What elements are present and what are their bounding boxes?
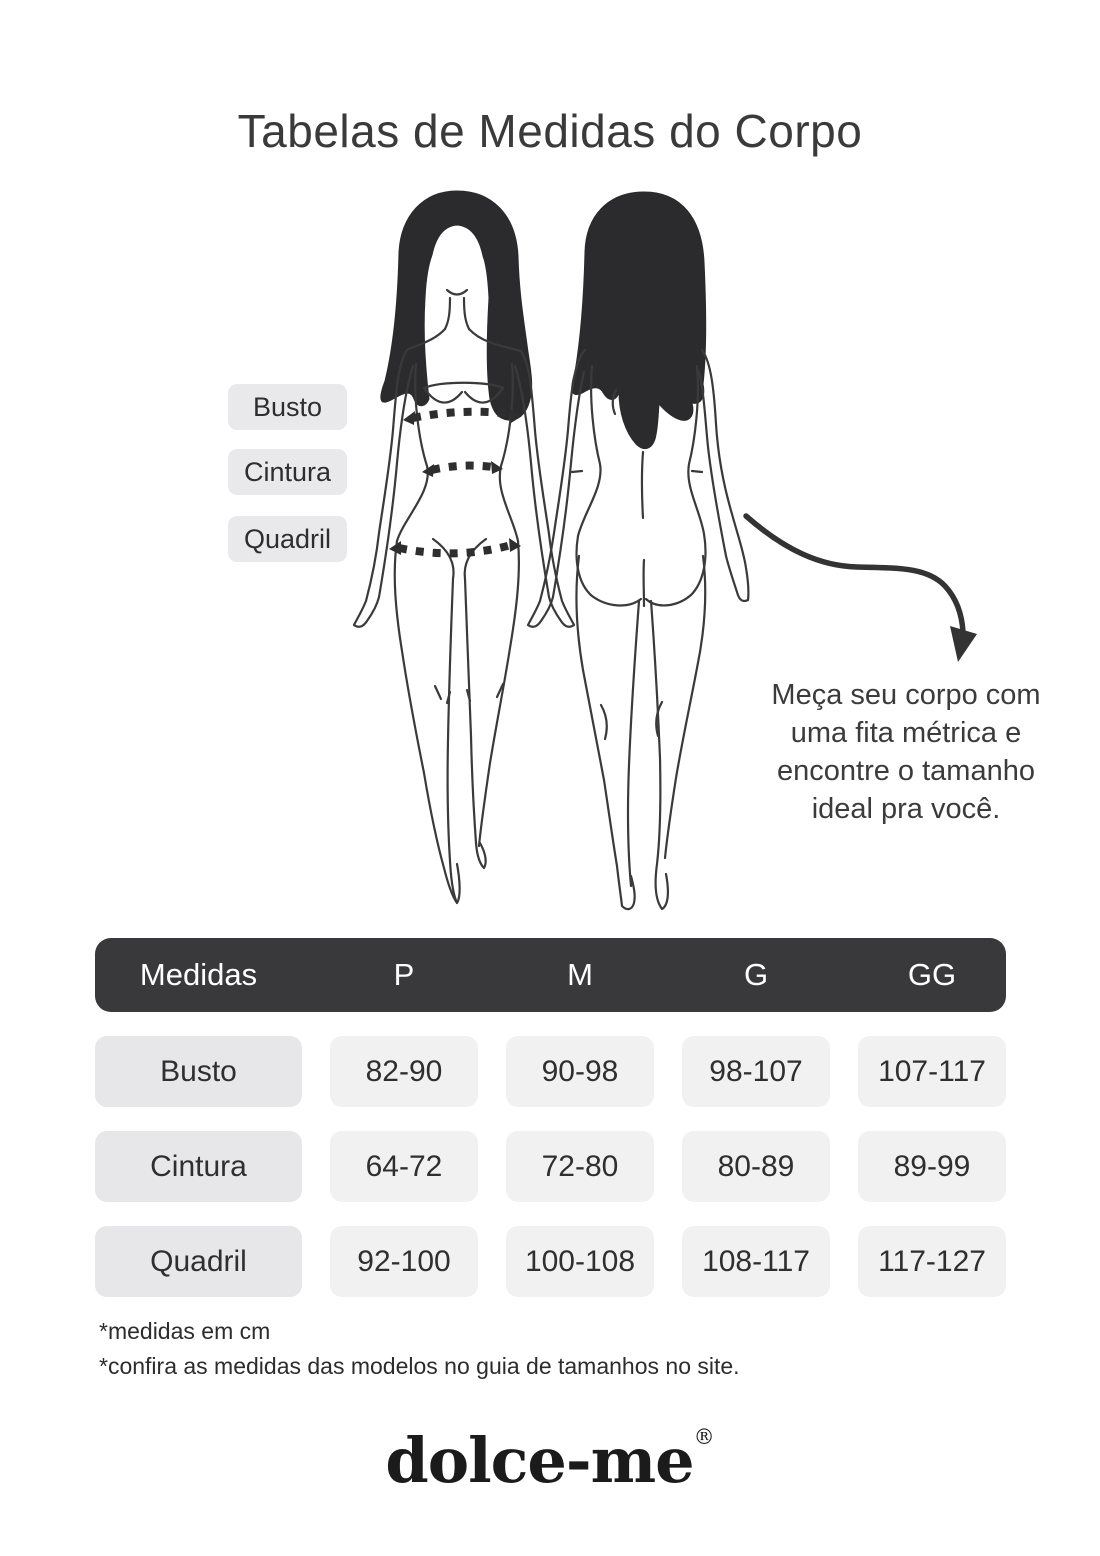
cell-cintura-p: 64-72 [330, 1131, 478, 1202]
front-right-leg [463, 539, 520, 870]
hip-measure-line [398, 541, 513, 558]
registered-trademark-icon: ® [693, 1425, 715, 1449]
footnote-models: *confira as medidas das modelos no guia … [99, 1353, 740, 1379]
size-table-header: Medidas P M G GG [95, 938, 1006, 1012]
front-neck [443, 296, 471, 331]
waist-measure-line [431, 461, 494, 474]
note-line: encontre o tamanho [777, 755, 1035, 787]
bust-measure-line [412, 407, 513, 422]
header-cell-m: M [567, 957, 593, 992]
cell-busto-p: 82-90 [330, 1036, 478, 1107]
front-hair [380, 190, 533, 421]
back-torso [576, 364, 706, 538]
front-left-leg [393, 539, 461, 905]
header-cell-g: G [743, 957, 769, 992]
cell-busto-m: 90-98 [506, 1036, 654, 1107]
brand-logo: dolce-me® [0, 1424, 1100, 1497]
cell-quadril-gg: 117-127 [858, 1226, 1006, 1297]
female-figure-back-illustration [526, 191, 750, 911]
cell-cintura-m: 72-80 [506, 1131, 654, 1202]
back-waist-marks [570, 469, 704, 474]
measure-tag-cintura: Cintura [228, 449, 347, 495]
front-left-arm [352, 327, 447, 628]
size-table: Medidas P M G GG Busto 82-90 90-98 98-10… [95, 938, 1006, 1297]
cell-busto-g: 98-107 [682, 1036, 830, 1107]
cell-cintura-g: 80-89 [682, 1131, 830, 1202]
curved-arrow-icon [743, 513, 977, 662]
table-row-busto: Busto 82-90 90-98 98-107 107-117 [95, 1036, 1006, 1107]
header-cell-p: P [393, 957, 415, 992]
front-right-arm [467, 327, 576, 628]
front-knee-marks [433, 682, 505, 705]
back-shoulder-blade [611, 388, 618, 416]
row-label-cintura: Cintura [95, 1131, 302, 1202]
front-torso [395, 362, 520, 543]
note-line: uma fita métrica e [790, 717, 1022, 749]
cell-quadril-p: 92-100 [330, 1226, 478, 1297]
note-line: ideal pra você. [811, 793, 1001, 825]
cell-quadril-g: 108-117 [682, 1226, 830, 1297]
row-label-busto: Busto [95, 1036, 302, 1107]
measurement-lines [398, 407, 513, 558]
back-calf-marks [599, 700, 664, 741]
row-label-quadril: Quadril [95, 1226, 302, 1297]
cell-quadril-m: 100-108 [506, 1226, 654, 1297]
measurement-line-arrowheads [389, 409, 522, 555]
brand-name: dolce-me [385, 1424, 694, 1497]
front-chin [445, 288, 469, 296]
note-line: Meça seu corpo com [771, 679, 1041, 711]
back-right-arm [697, 348, 750, 603]
female-figure-front-illustration [352, 190, 576, 905]
table-row-quadril: Quadril 92-100 100-108 108-117 117-127 [95, 1226, 1006, 1297]
back-right-leg [649, 554, 707, 911]
front-bust-lines [422, 381, 505, 404]
back-buttocks [575, 532, 707, 608]
measure-tag-busto: Busto [228, 384, 347, 430]
header-cell-medidas: Medidas [139, 957, 258, 992]
back-spine [640, 450, 645, 520]
back-left-arm [526, 348, 587, 628]
footnotes: *medidas em cm *confira as medidas das m… [99, 1314, 740, 1384]
back-hair [571, 191, 707, 450]
cell-cintura-gg: 89-99 [858, 1131, 1006, 1202]
back-left-leg [575, 554, 641, 911]
front-groin [431, 537, 488, 581]
page-title: Tabelas de Medidas do Corpo [237, 105, 863, 157]
measure-tag-quadril: Quadril [228, 516, 347, 562]
header-cell-gg: GG [907, 957, 957, 992]
table-row-cintura: Cintura 64-72 72-80 80-89 89-99 [95, 1131, 1006, 1202]
measuring-note: Meça seu corpo com uma fita métrica e en… [744, 676, 1068, 828]
footnote-units: *medidas em cm [99, 1318, 271, 1344]
cell-busto-gg: 107-117 [858, 1036, 1006, 1107]
